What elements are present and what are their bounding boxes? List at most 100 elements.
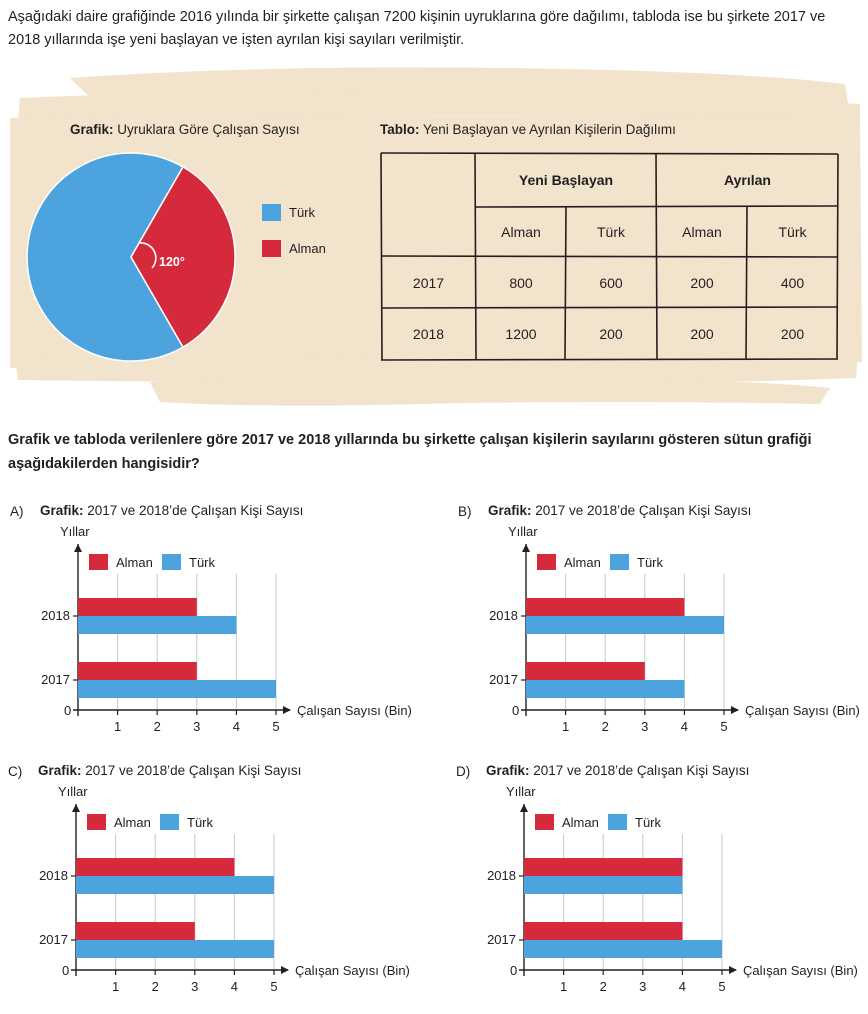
table-cell: 200 — [599, 326, 623, 342]
option-bar-chart: Yıllar Çalışan Sayısı (Bin) 0 1 2 3 4 5 Alman Tür… — [487, 784, 858, 994]
pie-angle-label: 120° — [159, 255, 185, 269]
option-letter: A) — [10, 504, 24, 519]
table-caption-rest: Yeni Başlayan ve Ayrılan Kişilerin Dağıl… — [419, 122, 676, 137]
intro-text: Aşağıdaki daire grafiğinde 2016 yılında … — [8, 9, 826, 48]
category-label: 2018 — [487, 868, 516, 883]
bar-turk — [526, 680, 685, 698]
legend-label-turk: Türk — [289, 205, 315, 220]
legend-label-alman: Alman — [289, 241, 326, 256]
category-label: 2018 — [41, 608, 70, 623]
x-tick-label: 3 — [639, 979, 646, 994]
option-b[interactable]: B) Grafik: 2017 ve 2018’de Çalışan Kişi S… — [458, 503, 868, 754]
option-bar-chart: Yıllar Çalışan Sayısı (Bin) 0 1 2 3 4 5 Alman Tür… — [489, 524, 860, 734]
option-title: Grafik: 2017 ve 2018’de Çalışan Kişi Say… — [40, 503, 303, 518]
x-tick-label: 5 — [272, 719, 279, 734]
legend-swatch-alman — [89, 554, 108, 570]
legend-swatch-alman — [262, 240, 281, 257]
table-row-year: 2017 — [412, 274, 445, 291]
option-c[interactable]: C) Grafik: 2017 ve 2018’de Çalışan Kişi S… — [8, 763, 428, 1014]
x-axis-label: Çalışan Sayısı (Bin) — [297, 703, 412, 718]
bar-alman — [526, 598, 685, 616]
option-title: Grafik: 2017 ve 2018’de Çalışan Kişi Say… — [38, 763, 301, 778]
category-label: 2017 — [487, 932, 516, 947]
table-header-yeni-baslayan: Yeni Başlayan — [518, 172, 614, 188]
table-caption: Tablo: Yeni Başlayan ve Ayrılan Kişileri… — [380, 122, 676, 137]
y-axis-label: Yıllar — [508, 524, 538, 539]
x-tick-label: 5 — [720, 719, 727, 734]
x-tick-label: 1 — [112, 979, 119, 994]
x-tick-label: 4 — [233, 719, 240, 734]
y-axis-arrow — [522, 544, 530, 552]
category-label: 2017 — [489, 672, 518, 687]
pie-chart: 120° — [26, 152, 236, 362]
option-a[interactable]: A) Grafik: 2017 ve 2018’de Çalışan Kişi S… — [10, 503, 430, 754]
option-d[interactable]: D) Grafik: 2017 ve 2018’de Çalışan Kişi S… — [456, 763, 868, 1014]
x-tick-label: 2 — [600, 979, 607, 994]
table-row-year: 2018 — [412, 326, 445, 342]
category-label: 2017 — [41, 672, 70, 687]
legend-swatch-turk — [262, 204, 281, 221]
table-cell: 200 — [780, 326, 805, 342]
bar-alman — [78, 662, 197, 680]
x-tick-label: 4 — [231, 979, 238, 994]
bar-turk — [524, 940, 722, 958]
pie-angle-arc — [139, 242, 157, 269]
table-subheader: Türk — [778, 224, 807, 240]
legend-label-turk: Türk — [189, 555, 216, 570]
x-tick-label: 3 — [641, 719, 648, 734]
pie-slice-alman — [130, 165, 236, 349]
pie-caption: Grafik: Uyruklara Göre Çalışan Sayısı — [70, 122, 300, 137]
table-caption-bold: Tablo: — [380, 122, 420, 137]
x-tick-label: 3 — [193, 719, 200, 734]
x-axis-label: Çalışan Sayısı (Bin) — [745, 703, 860, 718]
legend-label-alman: Alman — [562, 815, 599, 830]
x-tick-label: 5 — [718, 979, 725, 994]
bar-alman — [526, 662, 645, 680]
option-title-bold: Grafik: — [40, 503, 84, 518]
x-tick-label: 1 — [560, 979, 567, 994]
bar-alman — [524, 858, 683, 876]
option-letter: C) — [8, 764, 23, 779]
legend-swatch-turk — [608, 814, 627, 830]
option-title: Grafik: 2017 ve 2018’de Çalışan Kişi Say… — [486, 763, 749, 778]
origin-label: 0 — [512, 703, 519, 718]
legend-label-turk: Türk — [635, 815, 662, 830]
legend-alman: Alman — [262, 240, 326, 257]
option-title-rest: 2017 ve 2018’de Çalışan Kişi Sayısı — [83, 503, 304, 518]
option-bar-chart: Yıllar Çalışan Sayısı (Bin) 0 1 2 3 4 5 Alman Tür… — [41, 524, 412, 734]
origin-label: 0 — [64, 703, 71, 718]
option-letter: B) — [458, 504, 472, 519]
bar-turk — [78, 680, 276, 698]
x-tick-label: 4 — [679, 979, 686, 994]
y-axis-arrow — [520, 804, 528, 812]
option-title: Grafik: 2017 ve 2018’de Çalışan Kişi Say… — [488, 503, 751, 518]
y-axis-label: Yıllar — [60, 524, 90, 539]
legend-swatch-alman — [537, 554, 556, 570]
legend-label-alman: Alman — [114, 815, 151, 830]
x-axis-arrow — [283, 706, 291, 714]
x-tick-label: 1 — [562, 719, 569, 734]
bar-turk — [524, 876, 683, 894]
x-tick-label: 2 — [154, 719, 161, 734]
x-tick-label: 4 — [681, 719, 688, 734]
x-axis-label: Çalışan Sayısı (Bin) — [295, 963, 410, 978]
legend-label-turk: Türk — [637, 555, 664, 570]
y-axis-label: Yıllar — [58, 784, 88, 799]
legend-label-alman: Alman — [116, 555, 153, 570]
table-cell: 200 — [690, 274, 714, 291]
table-header-ayrilan: Ayrılan — [724, 172, 771, 188]
y-axis-arrow — [74, 544, 82, 552]
data-table: Yeni Başlayan Ayrılan Alman Türk Alman T… — [380, 152, 840, 362]
legend-swatch-turk — [160, 814, 179, 830]
bar-turk — [76, 876, 274, 894]
bar-alman — [76, 922, 195, 940]
bar-turk — [78, 616, 237, 634]
table-cell: 400 — [780, 274, 805, 291]
pie-caption-bold: Grafik: — [70, 122, 114, 137]
x-axis-arrow — [729, 966, 737, 974]
bar-turk — [526, 616, 724, 634]
bar-alman — [78, 598, 197, 616]
option-letter: D) — [456, 764, 471, 779]
y-axis-label: Yıllar — [506, 784, 536, 799]
legend-swatch-turk — [610, 554, 629, 570]
